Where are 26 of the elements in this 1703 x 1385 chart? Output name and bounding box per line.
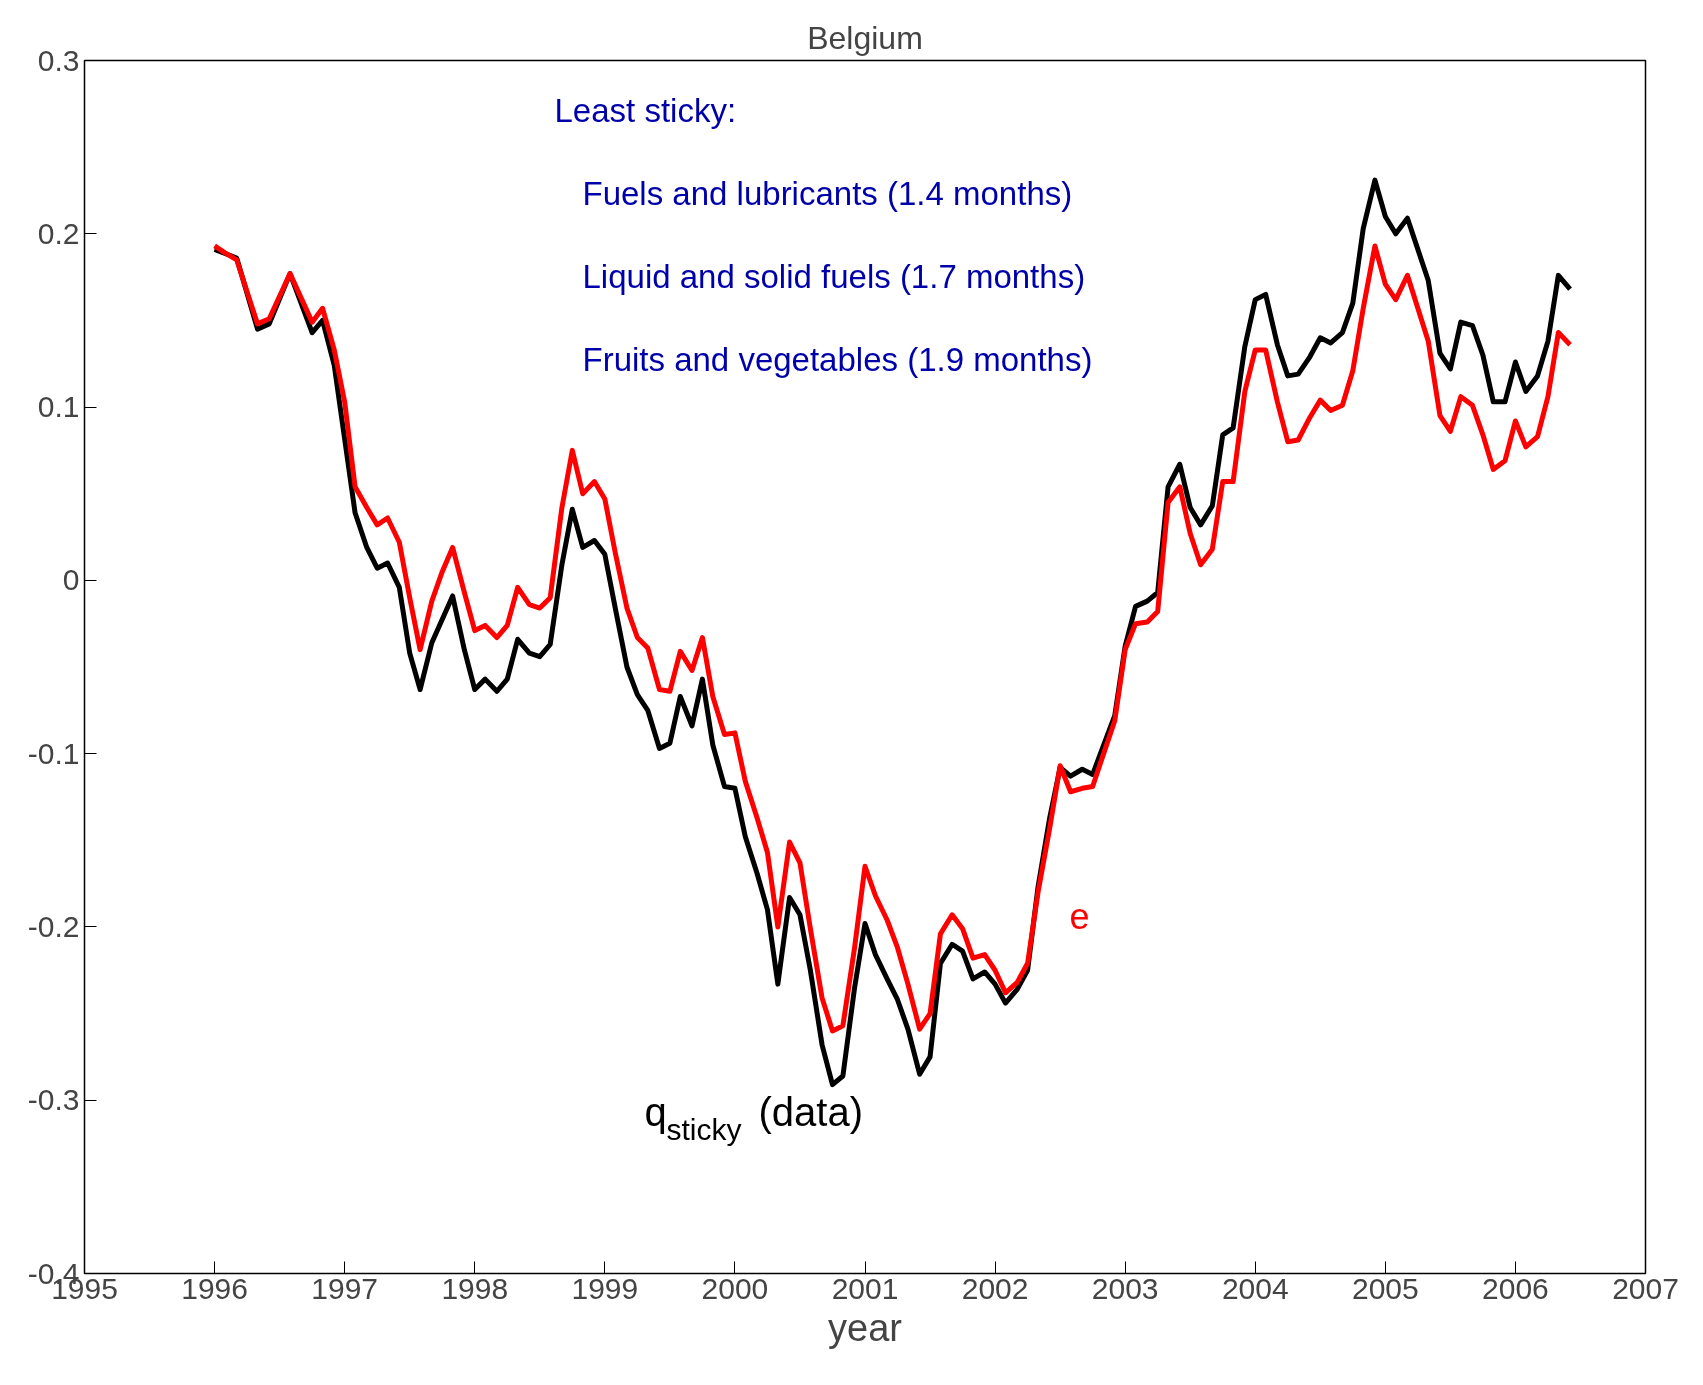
chart-title: Belgium	[807, 19, 923, 56]
x-tick-label: 1996	[181, 1271, 248, 1305]
x-tick-label: 2004	[1221, 1271, 1289, 1305]
x-tick-label: 2003	[1091, 1271, 1159, 1305]
y-tick-label: 0.3	[37, 43, 80, 77]
x-axis-title: year	[828, 1306, 903, 1349]
y-tick-label: 0.1	[37, 390, 80, 424]
x-tick-label: 2000	[701, 1271, 769, 1305]
y-tick-label: 0.2	[37, 216, 80, 250]
x-tick-label: 2007	[1612, 1271, 1679, 1305]
y-tick-label: 0	[62, 563, 80, 597]
annotation: Liquid and solid fuels (1.7 months)	[582, 257, 1086, 295]
x-tick-label: 2001	[831, 1271, 899, 1305]
x-tick-label: 1997	[311, 1271, 379, 1305]
series-label: e	[1069, 895, 1090, 937]
x-tick-label: 1999	[571, 1271, 639, 1305]
annotation: Fruits and vegetables (1.9 months)	[582, 340, 1093, 378]
y-tick-label: -0.2	[27, 909, 80, 943]
annotation: Fuels and lubricants (1.4 months)	[582, 174, 1073, 212]
x-tick-label: 1998	[441, 1271, 509, 1305]
y-tick-label: -0.1	[27, 736, 80, 770]
x-tick-label: 2005	[1351, 1271, 1419, 1305]
y-tick-label: -0.3	[27, 1083, 80, 1117]
x-tick-label: 2006	[1482, 1271, 1549, 1305]
x-tick-label: 2002	[961, 1271, 1029, 1305]
annotation: Least sticky:	[554, 91, 737, 129]
